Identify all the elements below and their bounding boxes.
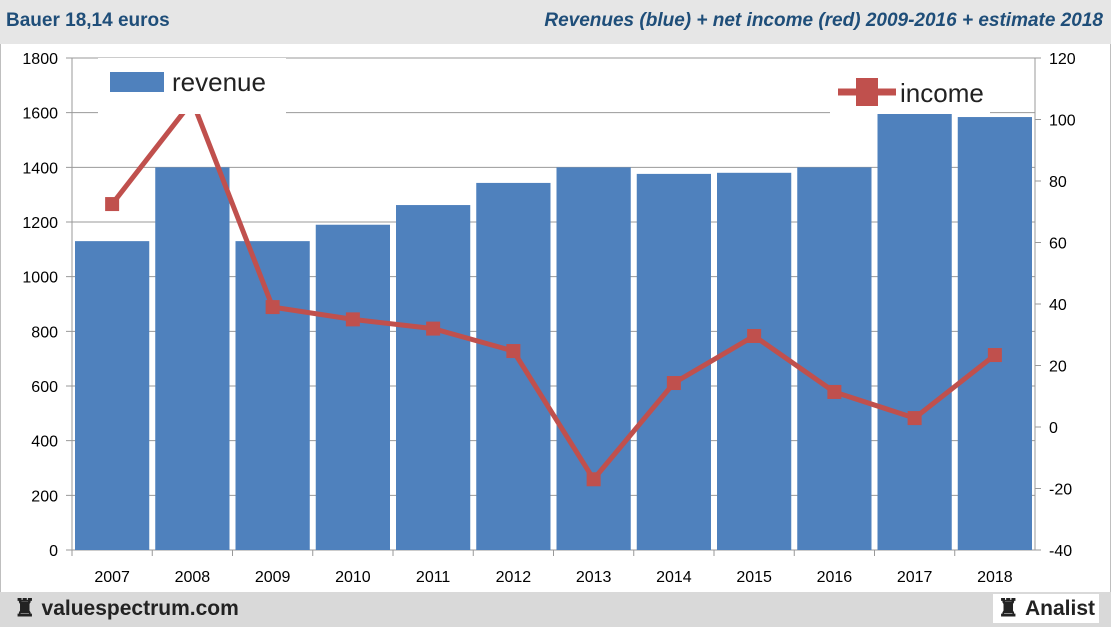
left-tick-label: 1600	[22, 106, 58, 123]
income-marker	[426, 321, 441, 336]
x-tick-label: 2015	[736, 569, 772, 586]
x-tick-label: 2011	[416, 569, 451, 586]
left-tick-label: 0	[49, 543, 58, 560]
x-tick-label: 2014	[656, 569, 692, 586]
x-tick-label: 2010	[335, 569, 371, 586]
x-tick-label: 2017	[897, 569, 933, 586]
legend-revenue-swatch	[110, 72, 164, 92]
revenue-bar	[476, 182, 551, 550]
revenue-bar	[396, 205, 471, 550]
rook-icon: ♜	[14, 595, 36, 622]
right-tick-label: 20	[1049, 359, 1067, 376]
right-tick-label: -20	[1049, 482, 1072, 499]
analist-text: Analist	[1024, 596, 1095, 620]
right-tick-label: 100	[1049, 113, 1076, 130]
rook-icon: ♜	[997, 595, 1019, 622]
revenue-bar	[235, 241, 310, 550]
revenue-bar	[75, 241, 150, 550]
right-tick-label: -40	[1049, 543, 1072, 560]
x-tick-label: 2018	[977, 569, 1013, 586]
left-tick-label: 1800	[22, 51, 58, 68]
income-marker	[827, 384, 842, 399]
revenue-bar	[315, 224, 390, 550]
income-marker	[265, 300, 280, 315]
income-line	[110, 96, 997, 484]
revenue-bar	[877, 111, 952, 550]
income-marker	[987, 348, 1002, 363]
brand-text: valuespectrum.com	[41, 596, 239, 620]
chart-title: Revenues (blue) + net income (red) 2009-…	[544, 10, 1103, 31]
legend-revenue-label: revenue	[172, 67, 266, 97]
x-tick-label: 2016	[817, 569, 853, 586]
footer-right-brand: ♜ Analist	[993, 594, 1099, 623]
revenue-bar	[797, 167, 872, 550]
revenue-bar	[957, 117, 1032, 550]
x-tick-label: 2012	[496, 569, 532, 586]
income-marker	[586, 472, 601, 487]
left-tick-label: 1200	[22, 215, 58, 232]
x-tick-label: 2009	[255, 569, 291, 586]
income-marker	[907, 411, 922, 426]
income-marker	[506, 344, 521, 359]
income-marker	[666, 376, 681, 391]
chart: 0 200 400 600 800 1000 1200 1400 1600 1800 -40 -20 0…	[22, 51, 1076, 586]
left-tick-label: 800	[31, 324, 58, 341]
income-marker	[747, 328, 762, 343]
left-tick-label: 1000	[22, 270, 58, 287]
x-tick-label: 2008	[175, 569, 211, 586]
footer: ♜ valuespectrum.com ♜ Analist	[0, 592, 1111, 627]
revenue-bar	[717, 172, 792, 551]
left-tick-label: 400	[31, 434, 58, 451]
right-tick-label: 0	[1049, 420, 1058, 437]
right-tick-label: 120	[1049, 51, 1076, 68]
left-tick-label: 1400	[22, 160, 58, 177]
left-tick-label: 600	[31, 379, 58, 396]
right-tick-label: 60	[1049, 236, 1067, 253]
title-bar: Bauer 18,14 euros Revenues (blue) + net …	[0, 0, 1111, 44]
income-marker	[105, 197, 120, 212]
right-tick-label: 40	[1049, 297, 1067, 314]
right-tick-label: 80	[1049, 174, 1067, 191]
income-marker	[345, 312, 360, 327]
footer-left-brand: ♜ valuespectrum.com	[14, 594, 239, 623]
legend-income-label: income	[900, 78, 984, 108]
legend-income-marker	[856, 78, 878, 106]
revenue-bar	[155, 167, 230, 550]
x-tick-label: 2013	[576, 569, 612, 586]
left-tick-label: 200	[31, 488, 58, 505]
stock-title: Bauer 18,14 euros	[6, 10, 170, 31]
x-tick-label: 2007	[94, 569, 130, 586]
revenue-bar	[556, 167, 631, 550]
revenue-bar	[636, 173, 711, 551]
